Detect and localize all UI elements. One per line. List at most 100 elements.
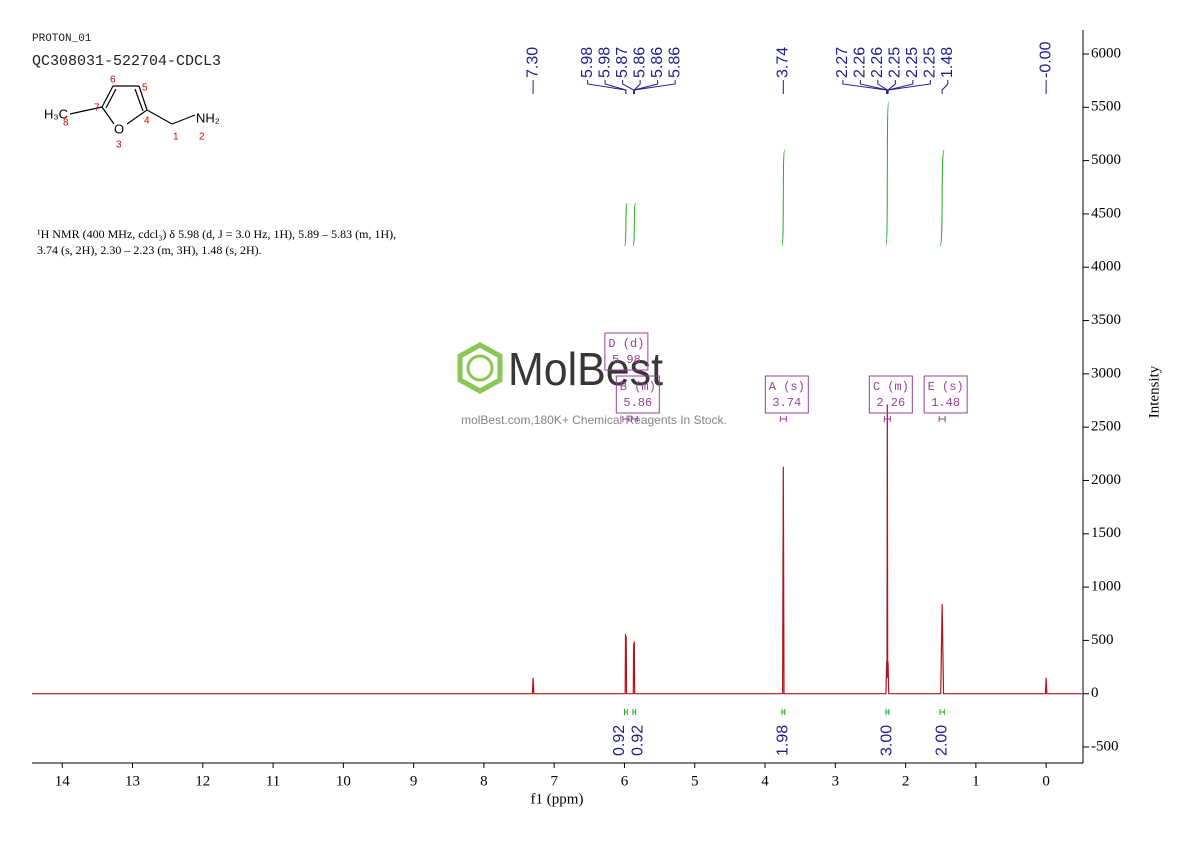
x-tick-label: 3 <box>832 773 840 789</box>
peak-label: 2.25 <box>887 47 904 78</box>
peak-label: 2.26 <box>852 47 869 78</box>
y-tick-label: 2500 <box>1091 419 1121 435</box>
x-tick-label: 13 <box>125 773 140 789</box>
atom-number: 1 <box>173 132 179 143</box>
x-tick-label: 2 <box>902 773 910 789</box>
peak-connector <box>842 80 888 94</box>
bond <box>105 88 117 109</box>
multiplet-marker <box>630 416 638 422</box>
x-tick-label: 8 <box>480 773 488 789</box>
bond <box>134 88 144 112</box>
y-tick-label: 4500 <box>1091 205 1121 221</box>
y-tick-label: 4000 <box>1091 259 1121 275</box>
peak-label: 2.25 <box>904 47 921 78</box>
multiplet-marker <box>622 416 630 422</box>
integral-curve <box>781 149 786 247</box>
multiplet-shift: 3.74 <box>772 396 801 410</box>
multiplet-box: E (s) 1.48 <box>923 375 968 414</box>
atom-number: 6 <box>110 75 116 86</box>
y-axis-label: Intensity <box>1146 365 1162 418</box>
spectrum-line <box>32 405 1082 695</box>
atom-number: 5 <box>142 83 148 94</box>
x-tick-label: 9 <box>410 773 418 789</box>
bond <box>146 109 173 125</box>
peak-label: 3.74 <box>775 47 792 78</box>
peak-connector <box>887 80 896 94</box>
peak-label: -0.00 <box>1037 41 1054 78</box>
multiplet-shift: 5.98 <box>612 353 641 367</box>
peak-label: 2.27 <box>834 47 851 78</box>
y-tick-label: 2000 <box>1091 472 1121 488</box>
peak-label: 5.87 <box>614 47 631 78</box>
multiplet-frame <box>604 332 649 371</box>
atom-number: 2 <box>199 132 205 143</box>
integral-bracket <box>623 709 628 715</box>
peak-connector <box>604 80 627 94</box>
peak-label: 5.86 <box>631 47 648 78</box>
integral-label: 0.92 <box>630 725 647 756</box>
multiplet-frame <box>923 375 968 414</box>
peak-connector <box>633 80 641 94</box>
nmr-description: ¹H NMR (400 MHz, cdcl₃) δ 5.98 (d, J = 3… <box>37 227 397 257</box>
integral-label: 2.00 <box>933 725 950 756</box>
x-tick-label: 5 <box>691 773 699 789</box>
integral-label: 0.92 <box>611 725 628 756</box>
structure <box>69 85 196 125</box>
multiplet-box: B (m) 5.86 <box>615 375 660 414</box>
peak-connector <box>877 80 888 94</box>
bond <box>101 106 115 125</box>
bond <box>138 85 148 111</box>
y-tick-label: 0 <box>1091 685 1099 701</box>
multiplet-frame <box>615 375 660 414</box>
multiplet-name: D (d) <box>608 337 644 351</box>
integral-label: 1.98 <box>775 725 792 756</box>
y-tick-label: 3500 <box>1091 312 1121 328</box>
multiplet-name: C (m) <box>873 380 909 394</box>
multiplet-box: C (m) 2.26 <box>868 375 913 414</box>
integral-bracket <box>781 709 786 715</box>
x-tick-label: 6 <box>621 773 629 789</box>
multiplet-shift: 2.26 <box>876 396 905 410</box>
x-axis-label: f1 (ppm) <box>531 791 584 807</box>
experiment-name: PROTON_01 <box>32 33 92 45</box>
peak-label: 2.26 <box>869 47 886 78</box>
multiplet-name: A (s) <box>769 380 805 394</box>
peak-label: 1.48 <box>939 47 956 78</box>
watermark-text: molBest.com,180K+ Chemical Reagents In S… <box>461 413 727 427</box>
peak-connector <box>633 80 676 94</box>
y-tick-label: 500 <box>1091 632 1114 648</box>
peak-label: 2.25 <box>922 47 939 78</box>
logo-icon <box>466 354 494 382</box>
atom-number: 3 <box>116 140 122 151</box>
y-tick-label: 3000 <box>1091 365 1121 381</box>
integral-curve <box>885 101 890 247</box>
multiplet-shift: 5.86 <box>623 396 652 410</box>
multiplet-marker <box>779 416 787 422</box>
peak-connector <box>587 80 627 94</box>
y-tick-label: 1500 <box>1091 525 1121 541</box>
peak-label: 5.98 <box>579 47 596 78</box>
atom-label: NH₂ <box>196 110 220 125</box>
atom-number: 7 <box>94 103 100 114</box>
integral-curve <box>939 149 945 247</box>
bond <box>171 114 196 125</box>
y-tick-label: 5000 <box>1091 152 1121 168</box>
multiplet-shift: 1.48 <box>931 396 960 410</box>
atom-number: 4 <box>144 116 150 127</box>
x-tick-label: 14 <box>55 773 71 789</box>
x-tick-label: 11 <box>266 773 280 789</box>
logo-text: MolBest <box>508 343 663 395</box>
integral-bracket <box>939 709 945 715</box>
bond <box>126 109 148 125</box>
bond <box>69 106 103 115</box>
x-tick-label: 10 <box>336 773 351 789</box>
peak-connector <box>941 80 949 94</box>
x-tick-label: 4 <box>761 773 769 789</box>
peak-label: 5.98 <box>596 47 613 78</box>
y-tick-label: -500 <box>1091 738 1119 754</box>
sample-name: QC308031-522704-CDCL3 <box>32 53 221 70</box>
bond <box>101 85 114 108</box>
multiplet-marker <box>883 416 891 422</box>
